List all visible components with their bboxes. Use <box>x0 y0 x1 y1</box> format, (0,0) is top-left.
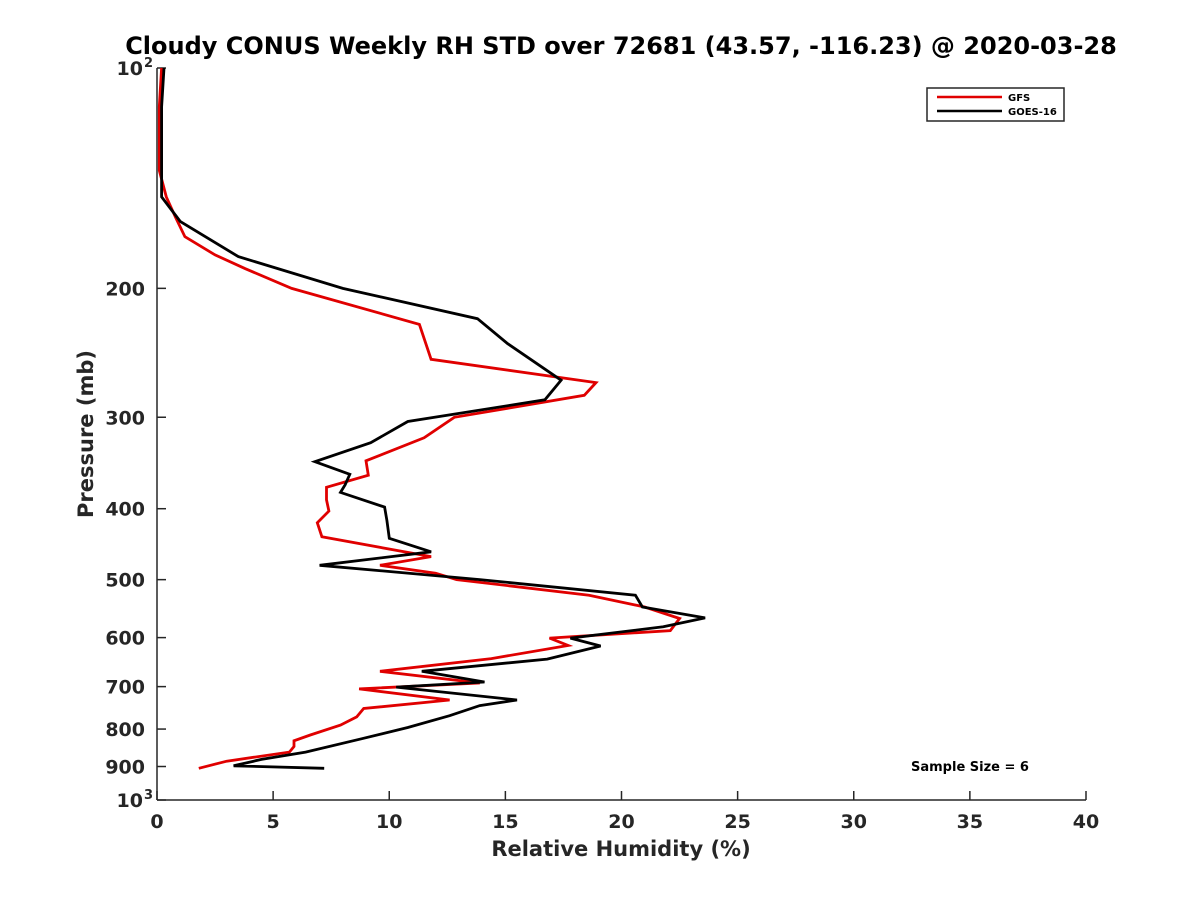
x-ticks: 0 5 10 15 20 25 30 35 40 <box>150 791 1099 833</box>
x-tick-label: 35 <box>957 811 983 833</box>
y-tick-label: 600 <box>105 628 145 650</box>
series-line-gfs <box>157 67 682 770</box>
y-axis-label: Pressure (mb) <box>74 350 98 518</box>
y-tick-label: 500 <box>105 570 145 592</box>
y-tick-label: 200 <box>105 278 145 300</box>
y-tick-label: 300 <box>105 407 145 429</box>
y-tick-label: 700 <box>105 677 145 699</box>
series-line-goes-16 <box>160 67 706 770</box>
legend-box <box>926 87 1065 122</box>
x-tick-label: 10 <box>376 811 402 833</box>
x-axis-label: Relative Humidity (%) <box>491 837 750 861</box>
x-tick-label: 0 <box>150 811 163 833</box>
x-tick-label: 5 <box>267 811 280 833</box>
x-tick-label: 15 <box>492 811 518 833</box>
y-tick-label: 400 <box>105 499 145 521</box>
x-tick-label: 30 <box>841 811 867 833</box>
series-layer <box>157 67 706 770</box>
legend-label: GFS <box>1008 93 1030 104</box>
y-tick-exponent: 3 <box>144 788 153 803</box>
plot-frame <box>156 68 1086 801</box>
y-tick-label: 10 <box>117 790 143 812</box>
chart-title: Cloudy CONUS Weekly RH STD over 72681 (4… <box>125 32 1117 60</box>
y-tick-label: 800 <box>105 719 145 741</box>
x-tick-label: 25 <box>724 811 750 833</box>
legend: GFS GOES-16 <box>926 87 1065 122</box>
x-tick-label: 40 <box>1073 811 1099 833</box>
legend-label: GOES-16 <box>1008 107 1057 118</box>
y-tick-label: 10 <box>117 58 143 80</box>
x-tick-label: 20 <box>608 811 634 833</box>
y-tick-exponent: 2 <box>144 56 153 71</box>
y-tick-label: 900 <box>105 757 145 779</box>
sample-size-annotation: Sample Size = 6 <box>911 760 1029 775</box>
